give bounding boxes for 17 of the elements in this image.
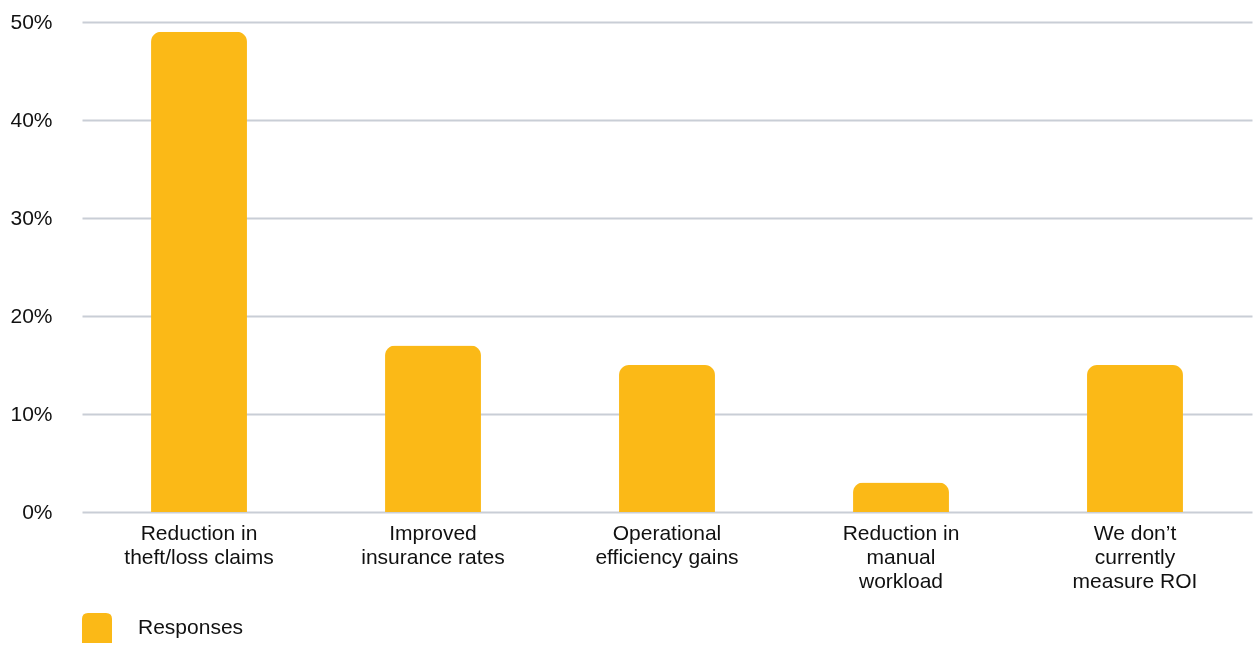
x-tick-label: Improved insurance rates [361, 520, 505, 568]
bar [385, 345, 481, 512]
bar [151, 31, 247, 512]
y-tick-label: 20% [10, 303, 53, 327]
y-tick-label: 50% [10, 9, 53, 33]
y-tick-label: 10% [10, 401, 53, 425]
bar [1087, 365, 1183, 512]
x-tick-label: We don’t currently measure ROI [1072, 520, 1198, 592]
x-tick-label: Reduction in manual workload [842, 520, 960, 592]
y-tick-label: 40% [10, 107, 53, 131]
x-tick-label: Operational efficiency gains [595, 520, 739, 568]
y-tick-label: 0% [22, 499, 53, 523]
x-tick-label: Reduction in theft/loss claims [124, 520, 274, 568]
legend-label: Responses [138, 615, 244, 638]
bar [853, 482, 949, 512]
y-tick-label: 30% [10, 205, 53, 229]
bar [619, 365, 715, 512]
